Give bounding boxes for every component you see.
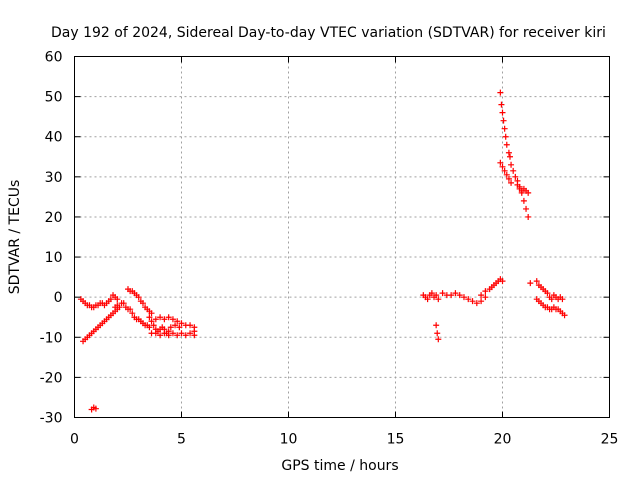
y-tick-label: 50 [45, 90, 63, 106]
x-tick-label: 10 [280, 432, 298, 448]
x-tick-label: 15 [387, 432, 405, 448]
sdtvar-chart: 0 5 10 15 20 25 -30 -20 -10 0 10 20 30 40 50 60 Day 19… [0, 0, 640, 480]
y-tick-label: 10 [45, 250, 63, 266]
y-tick-label: -10 [40, 330, 63, 346]
y-tick-label: 60 [45, 50, 63, 66]
x-tick-label: 0 [70, 432, 79, 448]
x-tick-label: 25 [601, 432, 619, 448]
x-axis-label: GPS time / hours [281, 458, 398, 474]
chart-title: Day 192 of 2024, Sidereal Day-to-day VTE… [51, 25, 606, 41]
x-tick-label: 20 [494, 432, 512, 448]
y-tick-label: 30 [45, 170, 63, 186]
x-tick-label: 5 [177, 432, 186, 448]
y-tick-label: -30 [40, 411, 63, 427]
y-tick-label: 20 [45, 210, 63, 226]
y-tick-label: -20 [40, 370, 63, 386]
y-tick-label: 40 [45, 130, 63, 146]
y-tick-label: 0 [54, 290, 63, 306]
y-axis-label: SDTVAR / TECUs [7, 180, 23, 295]
